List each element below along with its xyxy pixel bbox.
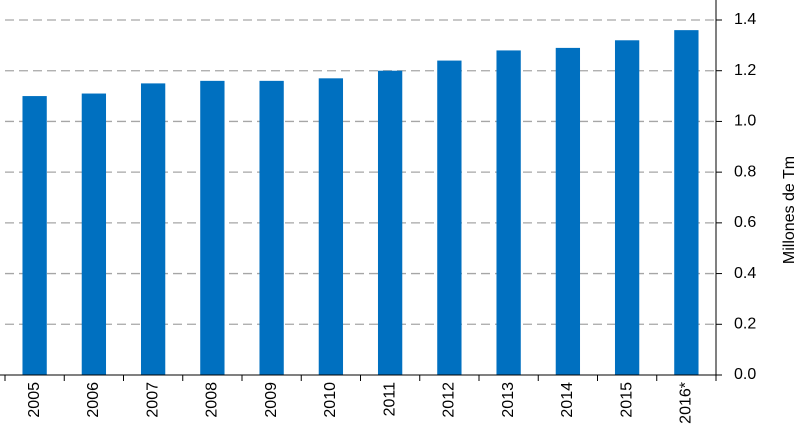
x-tick-label: 2012 <box>441 382 458 418</box>
x-tick-label: 2009 <box>263 382 280 418</box>
x-tick-label: 2006 <box>85 382 102 418</box>
bar <box>140 83 166 376</box>
bar <box>81 93 107 376</box>
bar <box>496 50 521 376</box>
x-tick-label: 2014 <box>559 382 576 418</box>
bar <box>22 96 47 376</box>
y-tick-label: 1.0 <box>734 113 756 130</box>
bar <box>674 30 699 376</box>
x-tick-label: 2011 <box>381 382 398 417</box>
bar <box>318 78 344 376</box>
x-tick-label: 2016* <box>678 382 695 424</box>
y-tick-label: 0.2 <box>734 316 756 333</box>
bar <box>555 47 581 376</box>
bar <box>437 60 462 375</box>
x-tick-label: 2007 <box>144 382 161 418</box>
y-tick-label: 0.6 <box>734 214 756 231</box>
x-tick-label: 2008 <box>204 382 221 418</box>
x-tick-label: 2005 <box>26 382 43 418</box>
x-tick-label: 2013 <box>500 382 517 418</box>
x-tick-label: 2015 <box>618 382 635 418</box>
bar <box>259 80 284 375</box>
y-tick-label: 1.4 <box>734 11 756 28</box>
y-tick-label: 0.4 <box>734 265 756 282</box>
bar <box>200 80 225 375</box>
bar <box>614 40 640 376</box>
x-tick-label: 2010 <box>322 382 339 418</box>
bar <box>377 70 403 375</box>
y-tick-label: 1.2 <box>734 62 756 79</box>
y-axis-title: Millones de Tm <box>781 156 798 264</box>
y-tick-label: 0.0 <box>734 366 756 383</box>
y-tick-label: 0.8 <box>734 163 756 180</box>
